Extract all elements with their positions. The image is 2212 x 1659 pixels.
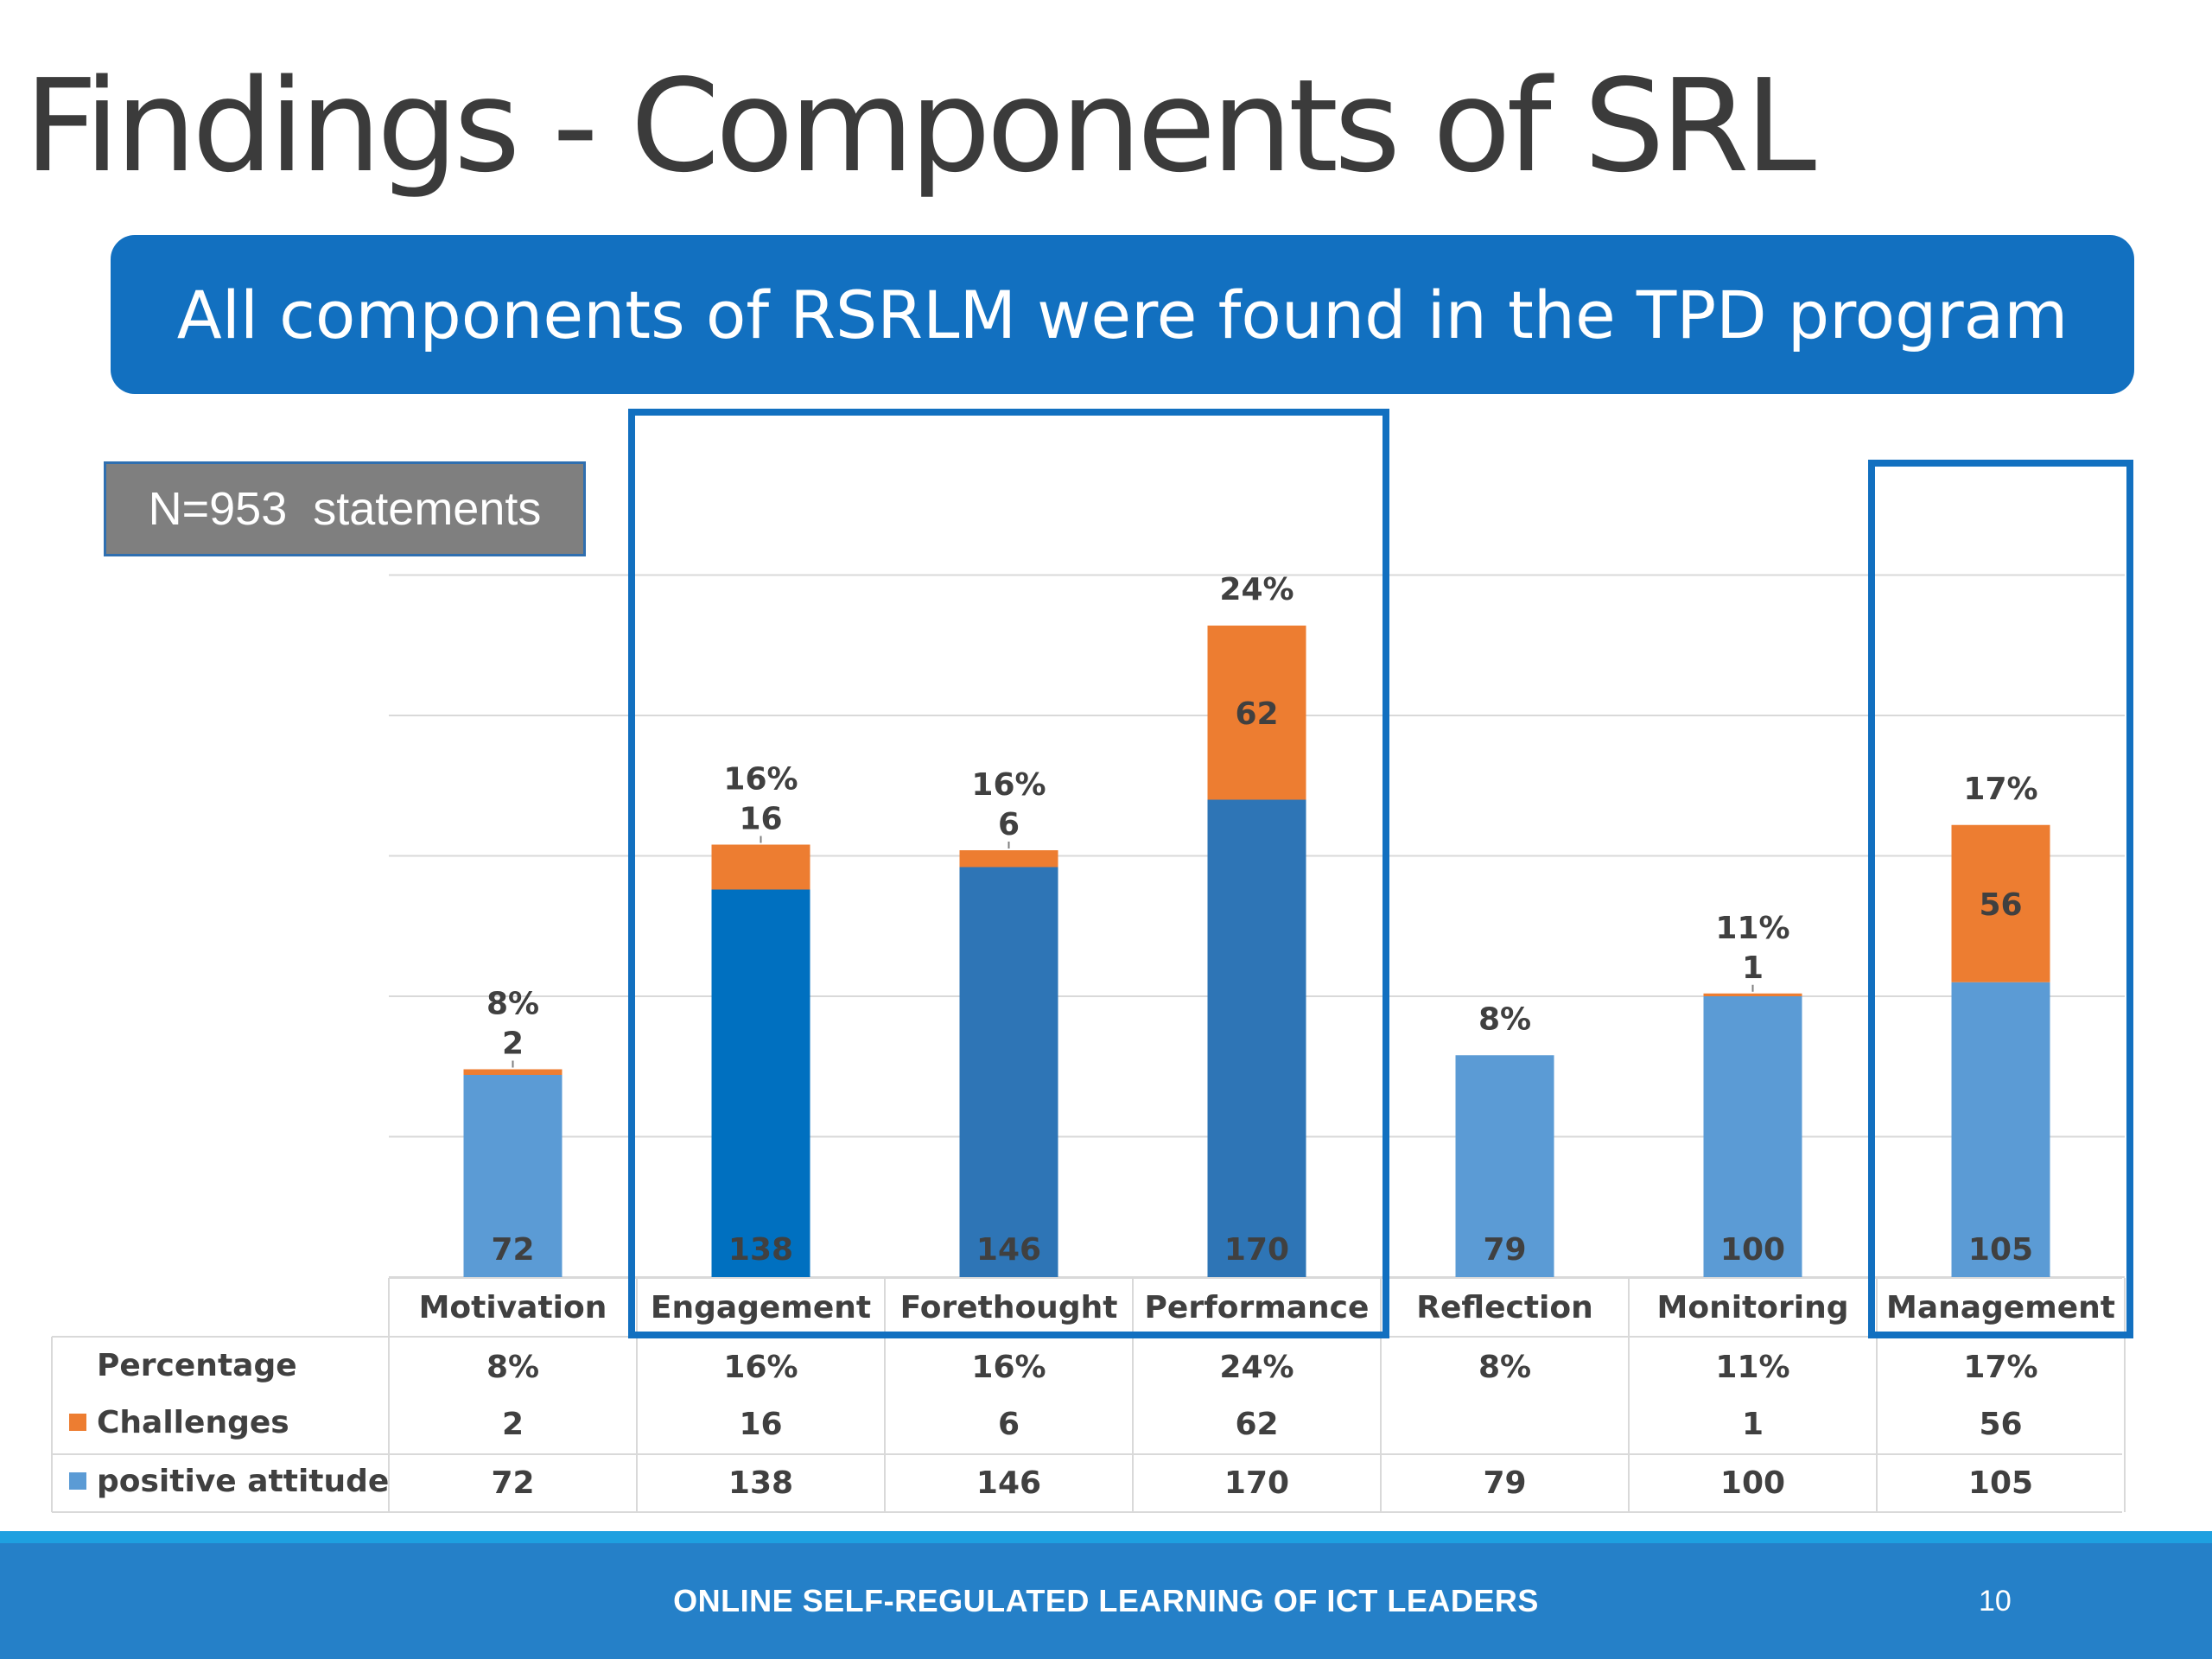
table-cell-percentage: 8% <box>486 1350 539 1385</box>
bar-positive-monitoring <box>1703 996 1802 1277</box>
category-label-performance: Performance <box>1145 1290 1370 1325</box>
percentage-label: 16% <box>971 767 1046 803</box>
category-label-management: Management <box>1886 1290 2115 1325</box>
table-cell-positive: 72 <box>491 1465 534 1501</box>
highlight-box <box>1868 460 2133 1338</box>
table-cell-challenges: 2 <box>502 1407 524 1442</box>
table-cell-positive: 79 <box>1483 1465 1526 1501</box>
value-label-positive: 79 <box>1483 1232 1526 1268</box>
bar-challenges-monitoring <box>1703 993 1802 996</box>
bar-challenges-engagement <box>711 844 810 890</box>
category-label-motivation: Motivation <box>419 1290 607 1325</box>
bar-positive-engagement <box>711 889 810 1277</box>
data-labels: 72 2 8% 138 16 16% 146 6 16% 170 62 24% 79 8% 100 1 11% 1… <box>486 572 2038 1268</box>
row-label-positive: positive attitude <box>97 1464 389 1499</box>
table-cell-challenges: 1 <box>1742 1407 1764 1442</box>
value-label-positive: 170 <box>1224 1232 1289 1268</box>
percentage-label: 11% <box>1715 911 1789 946</box>
percentage-label: 16% <box>723 762 798 798</box>
bar-positive-reflection <box>1455 1055 1554 1277</box>
table-cell-percentage: 16% <box>723 1350 798 1385</box>
table-cell-challenges: 6 <box>998 1407 1020 1442</box>
value-label-challenges: 56 <box>1979 887 2022 923</box>
highlight-boxes <box>628 409 2133 1338</box>
bar-challenges-management <box>1951 824 2050 982</box>
table-cell-challenges: 56 <box>1979 1407 2022 1442</box>
bar-challenges-performance <box>1207 626 1306 800</box>
value-label-positive: 105 <box>1968 1232 2033 1268</box>
summary-banner: All components of RSRLM were found in th… <box>111 235 2134 394</box>
table-cell-percentage: 17% <box>1963 1350 2037 1385</box>
value-label-positive: 100 <box>1720 1232 1785 1268</box>
table-cell-positive: 146 <box>976 1465 1041 1501</box>
highlight-box <box>628 409 1389 1338</box>
table-cell-percentage: 8% <box>1478 1350 1531 1385</box>
table-cell-positive: 105 <box>1968 1465 2033 1501</box>
stacked-bar-chart: 7228%1381616%146616%1706224%798%100111%1… <box>51 409 2133 1513</box>
percentage-label: 8% <box>486 987 539 1022</box>
table-cell-percentage: 24% <box>1219 1350 1294 1385</box>
value-label-challenges: 6 <box>998 807 1020 842</box>
value-label-challenges: 16 <box>739 802 782 837</box>
value-label-positive: 72 <box>491 1232 534 1268</box>
bars <box>463 626 2050 1277</box>
category-label-reflection: Reflection <box>1416 1290 1593 1325</box>
category-label-engagement: Engagement <box>651 1290 871 1325</box>
bar-positive-management <box>1951 982 2050 1277</box>
page-number: 10 <box>1979 1585 2012 1618</box>
value-label-challenges: 62 <box>1235 696 1278 732</box>
sample-size-label: N=953 statements <box>104 461 586 556</box>
value-label-positive: 146 <box>976 1232 1041 1268</box>
table-cell-positive: 170 <box>1224 1465 1289 1501</box>
table-cell-positive: 138 <box>728 1465 793 1501</box>
value-label-positive: 138 <box>728 1232 793 1268</box>
legend-swatch-positive <box>69 1472 86 1490</box>
bar-positive-motivation <box>463 1075 563 1277</box>
bar-positive-performance <box>1207 799 1306 1277</box>
percentage-label: 17% <box>1963 772 2037 807</box>
percentage-label: 8% <box>1478 1001 1531 1037</box>
bar-positive-forethought <box>959 867 1058 1277</box>
row-label-challenges: Challenges <box>97 1405 289 1440</box>
footer-bar <box>0 1531 2212 1659</box>
category-label-monitoring: Monitoring <box>1657 1290 1849 1325</box>
legend-swatch-challenges <box>69 1414 86 1431</box>
percentage-label: 24% <box>1219 572 1294 607</box>
bar-challenges-motivation <box>463 1069 563 1075</box>
table-cell-positive: 100 <box>1720 1465 1785 1501</box>
data-table: Motivation Engagement Forethought Performan… <box>51 1277 2126 1513</box>
slide-title: Findings - Components of SRL <box>24 52 1816 200</box>
table-cell-challenges: 16 <box>739 1407 782 1442</box>
row-label-percentage: Percentage <box>97 1348 297 1383</box>
table-cell-percentage: 11% <box>1715 1350 1789 1385</box>
table-cell-challenges: 62 <box>1235 1407 1278 1442</box>
value-label-challenges: 2 <box>502 1027 524 1062</box>
bar-challenges-forethought <box>959 850 1058 868</box>
footer-title: ONLINE SELF-REGULATED LEARNING OF ICT LE… <box>673 1583 1539 1618</box>
table-cell-percentage: 16% <box>971 1350 1046 1385</box>
category-label-forethought: Forethought <box>900 1290 1118 1325</box>
value-label-challenges: 1 <box>1742 950 1764 986</box>
